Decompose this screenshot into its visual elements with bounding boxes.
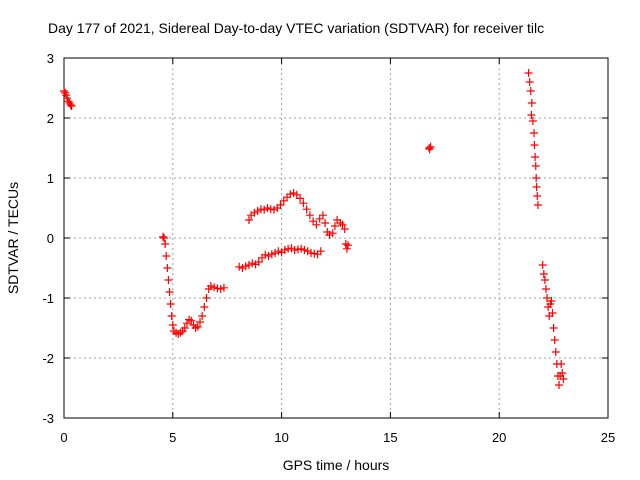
data-point [166, 300, 175, 308]
y-tick-label: -1 [42, 291, 54, 306]
data-point [196, 318, 204, 326]
x-tick-label: 15 [383, 430, 397, 445]
data-point [550, 336, 559, 344]
data-point [525, 78, 534, 86]
data-point [538, 261, 547, 269]
data-point [302, 205, 311, 214]
x-tick-label: 5 [169, 430, 176, 445]
data-point [343, 241, 352, 250]
data-point [559, 375, 568, 383]
y-tick-label: 0 [47, 231, 54, 246]
data-point [526, 87, 535, 95]
data-point [527, 99, 536, 107]
data-point [276, 201, 285, 209]
y-axis-label: SDTVAR / TECUs [5, 182, 21, 294]
data-point [558, 369, 567, 377]
data-point [530, 129, 539, 137]
y-tick-label: 1 [47, 171, 54, 186]
data-point [162, 252, 171, 260]
y-tick-label: -2 [42, 351, 54, 366]
x-tick-label: 0 [60, 430, 67, 445]
data-point [540, 276, 549, 284]
data-point [244, 216, 253, 224]
data-point [67, 102, 76, 110]
data-point [193, 322, 202, 331]
data-point [198, 312, 207, 320]
data-point [168, 321, 177, 329]
data-point [202, 294, 211, 302]
data-point [547, 297, 556, 305]
data-point [296, 194, 305, 203]
data-point [426, 142, 435, 151]
data-point [532, 183, 541, 191]
data-point [167, 312, 176, 320]
data-point [528, 117, 537, 125]
data-point [187, 316, 196, 325]
data-point [328, 229, 337, 238]
data-point [299, 199, 308, 208]
y-tick-label: 3 [47, 51, 54, 66]
data-point [330, 222, 339, 230]
data-point [342, 244, 351, 253]
data-point [305, 211, 314, 220]
data-point [533, 192, 542, 200]
data-point [321, 219, 330, 227]
y-tick-label: 2 [47, 111, 54, 126]
data-point [524, 69, 533, 77]
data-points [60, 69, 568, 389]
data-point [551, 348, 560, 356]
data-point [165, 288, 174, 296]
data-point [164, 276, 173, 284]
data-point [531, 162, 540, 170]
data-point [318, 211, 327, 220]
data-point [161, 240, 170, 248]
data-point [531, 153, 540, 161]
data-point [543, 294, 552, 302]
y-tick-label: -3 [42, 411, 54, 426]
data-point [312, 220, 321, 229]
data-point [340, 225, 349, 233]
data-point [60, 87, 68, 95]
x-tick-label: 20 [492, 430, 506, 445]
data-point [159, 232, 168, 241]
data-point [549, 324, 558, 332]
data-point [160, 234, 169, 242]
data-point [200, 303, 209, 311]
x-axis-label: GPS time / hours [283, 457, 390, 473]
data-point [163, 264, 172, 272]
data-point [555, 381, 564, 389]
data-point [219, 283, 228, 292]
data-point [338, 220, 347, 229]
data-point [185, 315, 194, 324]
x-tick-label: 25 [601, 430, 615, 445]
data-point [254, 258, 263, 266]
data-point [425, 144, 434, 152]
data-point [539, 270, 548, 278]
grid [64, 58, 608, 418]
data-point [180, 324, 189, 332]
data-point [541, 285, 550, 293]
data-point [530, 141, 539, 149]
data-point [548, 309, 557, 317]
data-point [532, 174, 541, 182]
data-point [316, 247, 325, 256]
data-point [176, 328, 185, 337]
data-point [533, 201, 542, 209]
axis-ticks: 0 5 10 15 20 25 -3 -2 -1 0 1 2 3 [42, 51, 615, 445]
x-tick-label: 10 [274, 430, 288, 445]
data-point [66, 100, 75, 109]
data-point [527, 111, 536, 119]
chart-title: Day 177 of 2021, Sidereal Day-to-day VTE… [48, 20, 544, 36]
data-point [341, 240, 350, 248]
data-point [557, 360, 566, 368]
